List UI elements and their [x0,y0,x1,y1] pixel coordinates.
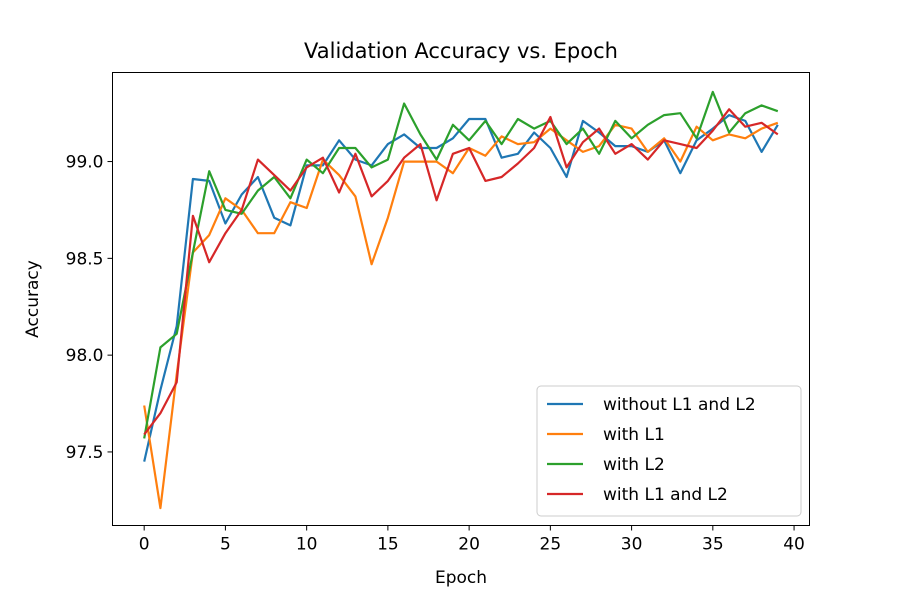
x-tick-label: 10 [296,535,318,555]
x-tick-label: 15 [377,535,399,555]
ticks-layer: 0 5 10 15 20 25 30 35 40 97.5 98.0 98.5 99.0 [66,153,805,555]
x-tick-label: 20 [458,535,480,555]
legend: without L1 and L2 with L1 with L2 with L1 a… [536,385,802,517]
legend-box [536,385,802,517]
x-tick-label: 40 [783,535,805,555]
y-tick-label: 98.5 [66,249,104,269]
x-tick-label: 35 [702,535,724,555]
chart-title: Validation Accuracy vs. Epoch [304,39,618,63]
series-line-4 [143,108,779,436]
plot-frame [112,72,810,526]
x-tick-label: 25 [540,535,562,555]
x-tick-label: 5 [220,535,231,555]
x-tick-label: 30 [621,535,643,555]
legend-label-3: with L2 [603,455,665,475]
y-tick-label: 98.0 [66,346,104,366]
y-tick-label: 99.0 [66,153,104,173]
legend-label-2: with L1 [603,425,665,445]
legend-label-4: with L1 and L2 [603,485,728,505]
x-axis-label: Epoch [435,568,487,588]
series-line-3 [143,90,779,439]
series-layer [143,90,779,510]
series-line-2 [143,121,779,510]
y-axis-label: Accuracy [23,260,43,338]
y-tick-label: 97.5 [66,443,104,463]
legend-label-1: without L1 and L2 [603,395,756,415]
x-tick-label: 0 [139,535,150,555]
